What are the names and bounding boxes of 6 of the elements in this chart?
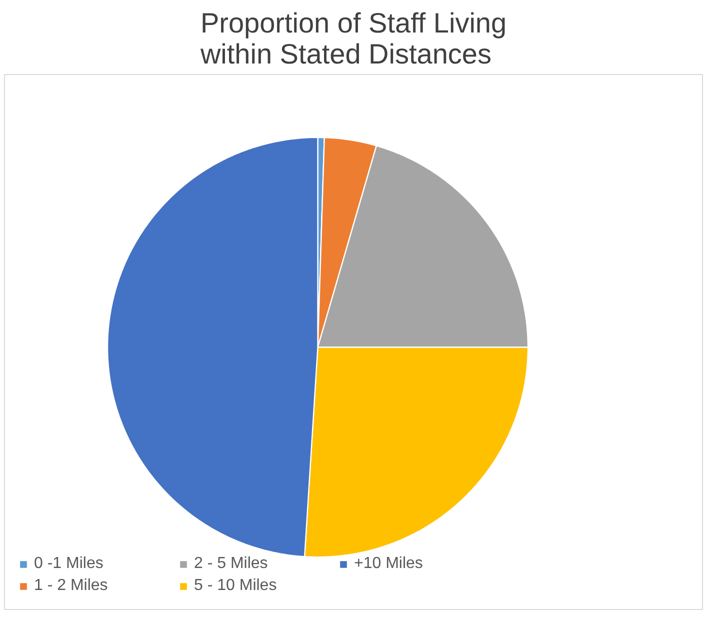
chart-title: Proportion of Staff Living within Stated Distances bbox=[199, 8, 507, 70]
legend-label: 5 - 10 Miles bbox=[194, 577, 278, 595]
legend-label: +10 Miles bbox=[354, 555, 424, 573]
legend-label: 2 - 5 Miles bbox=[194, 555, 269, 573]
legend-label: 0 -1 Miles bbox=[34, 555, 104, 573]
legend-label: 1 - 2 Miles bbox=[34, 577, 109, 595]
